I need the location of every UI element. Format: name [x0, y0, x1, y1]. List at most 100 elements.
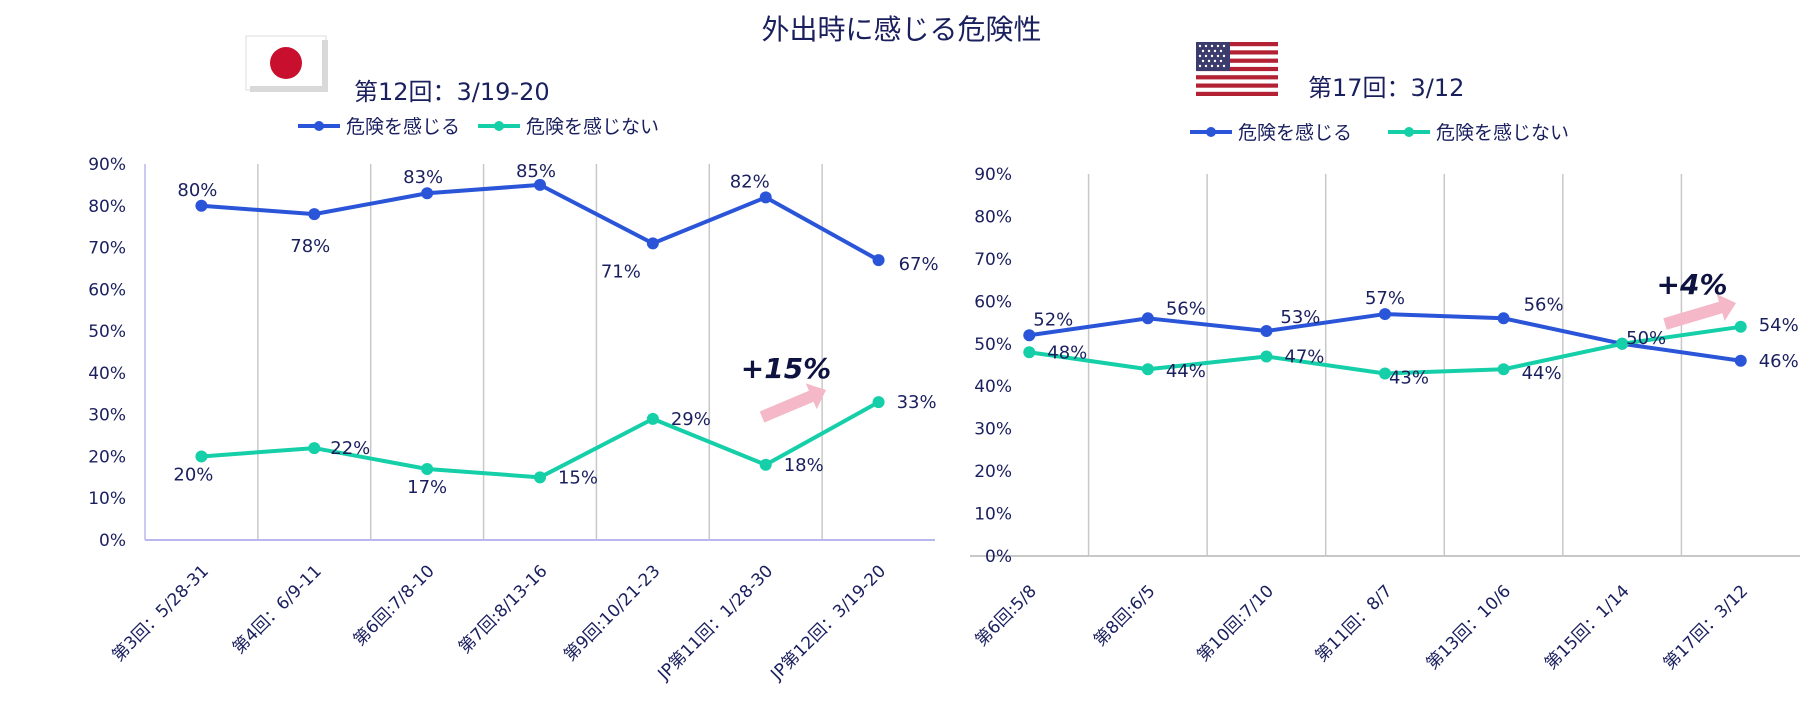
- legend-marker-no-danger: [1388, 126, 1431, 137]
- japan-round-label: 第12回：3/19-20: [354, 78, 550, 106]
- data-point: [1616, 337, 1629, 350]
- data-point: [1497, 363, 1510, 376]
- data-label: 48%: [1047, 342, 1087, 363]
- usa-flag-icon: [1196, 42, 1282, 100]
- data-point: [195, 199, 208, 212]
- data-label: 17%: [407, 477, 447, 498]
- data-label: 52%: [1033, 309, 1073, 330]
- x-tick-label: JP第12回：3/19-20: [766, 561, 890, 685]
- data-label: 50%: [1626, 328, 1666, 349]
- y-tick-label: 20%: [88, 447, 126, 467]
- data-point: [872, 254, 885, 267]
- x-tick-label: 第11回：8/7: [1312, 581, 1397, 666]
- data-point: [534, 471, 546, 484]
- japan-legend: 危険を感じる 危険を感じない: [296, 112, 675, 139]
- data-label: 18%: [784, 455, 824, 476]
- page-title: 外出時に感じる危険性: [761, 13, 1042, 46]
- x-tick-label: JP第11回：1/28-30: [654, 561, 778, 685]
- x-tick-label: 第8回:6/5: [1090, 581, 1159, 650]
- data-point: [1379, 308, 1391, 321]
- x-tick-label: 第7回:8/13-16: [455, 561, 552, 658]
- data-point: [872, 396, 885, 409]
- y-tick-label: 60%: [974, 292, 1012, 312]
- y-tick-label: 10%: [974, 505, 1012, 525]
- y-tick-label: 70%: [974, 250, 1012, 270]
- data-point: [759, 191, 772, 204]
- y-tick-label: 0%: [985, 547, 1012, 567]
- legend-item-no-danger: 危険を感じない: [476, 112, 659, 139]
- data-label: 56%: [1524, 294, 1564, 315]
- data-point: [534, 178, 546, 191]
- data-label: 56%: [1166, 298, 1206, 319]
- japan-line-chart: 0% 10% 20% 30% 40% 50% 60% 70% 80% 90% 第3回：5/28-31…: [88, 155, 939, 685]
- data-label: 67%: [899, 254, 939, 275]
- data-point: [1260, 325, 1273, 338]
- data-point: [1260, 350, 1273, 363]
- y-tick-label: 90%: [974, 165, 1012, 185]
- y-tick-label: 40%: [88, 364, 126, 384]
- y-tick-label: 80%: [88, 197, 126, 217]
- data-label: 57%: [1365, 288, 1405, 309]
- legend-marker-no-danger: [478, 120, 521, 131]
- x-tick-label: 第6回:5/8: [972, 581, 1041, 650]
- x-tick-label: 第13回：10/6: [1423, 581, 1515, 673]
- data-label: 80%: [177, 180, 217, 201]
- data-label: 54%: [1759, 315, 1799, 336]
- x-tick-label: 第4回：6/9-11: [229, 561, 326, 658]
- change-annotation: +4%: [1657, 268, 1728, 301]
- increase-arrow-icon: [759, 383, 826, 423]
- x-tick-label: 第15回：1/14: [1541, 581, 1633, 673]
- data-point: [308, 442, 321, 455]
- legend-marker-danger: [1190, 126, 1232, 137]
- usa-legend: 危険を感じる 危険を感じない: [1188, 118, 1585, 145]
- legend-item-no-danger: 危険を感じない: [1386, 118, 1569, 145]
- x-tick-label: 第3回：5/28-31: [108, 561, 212, 665]
- legend-label-danger: 危険を感じる: [346, 116, 461, 138]
- y-tick-label: 80%: [974, 207, 1012, 227]
- data-point: [421, 187, 434, 200]
- y-tick-label: 60%: [88, 280, 126, 300]
- x-tick-label: 第10回:7/10: [1193, 581, 1278, 666]
- data-label: 44%: [1522, 363, 1562, 384]
- legend-label-no-danger: 危険を感じない: [1436, 122, 1570, 144]
- data-point: [1141, 312, 1154, 325]
- data-point: [1734, 320, 1747, 333]
- data-label: 46%: [1759, 351, 1799, 372]
- data-label: 20%: [173, 464, 213, 485]
- data-point: [195, 450, 208, 463]
- data-label: 29%: [671, 409, 711, 430]
- data-label: 78%: [290, 236, 330, 257]
- data-point: [1734, 354, 1747, 367]
- data-label: 22%: [330, 438, 370, 459]
- data-point: [1379, 367, 1391, 380]
- data-label: 44%: [1166, 361, 1206, 382]
- data-point: [646, 412, 659, 425]
- change-annotation: +15%: [741, 352, 831, 385]
- y-tick-label: 50%: [88, 322, 126, 342]
- y-tick-label: 10%: [88, 489, 126, 509]
- increase-arrow-icon: [1663, 294, 1736, 330]
- data-label: 15%: [558, 467, 598, 488]
- data-point: [759, 458, 772, 471]
- data-point: [1141, 363, 1154, 376]
- usa-chart-panel: 第17回：3/12 危険を感じる 危険を感じない 0% 10% 20% 30% 40% 5…: [940, 0, 1803, 704]
- x-tick-label: 第9回:10/21-23: [560, 561, 664, 665]
- data-point: [646, 237, 659, 250]
- y-tick-label: 20%: [974, 462, 1012, 482]
- usa-round-label: 第17回：3/12: [1308, 74, 1465, 102]
- x-tick-label: 第6回:7/8-10: [350, 561, 439, 650]
- y-tick-label: 70%: [88, 239, 126, 259]
- x-tick-label: 第17回：3/12: [1660, 581, 1752, 673]
- data-label: 82%: [730, 171, 770, 192]
- y-tick-label: 40%: [974, 377, 1012, 397]
- data-point: [308, 208, 321, 221]
- legend-marker-danger: [298, 120, 340, 131]
- data-label: 53%: [1280, 307, 1320, 328]
- data-point: [1023, 346, 1036, 359]
- legend-label-no-danger: 危険を感じない: [526, 116, 660, 138]
- data-point: [1497, 312, 1510, 325]
- legend-item-danger: 危険を感じる: [296, 112, 460, 139]
- y-tick-label: 50%: [974, 335, 1012, 355]
- data-label: 71%: [601, 261, 641, 282]
- japan-flag-icon: [244, 34, 328, 92]
